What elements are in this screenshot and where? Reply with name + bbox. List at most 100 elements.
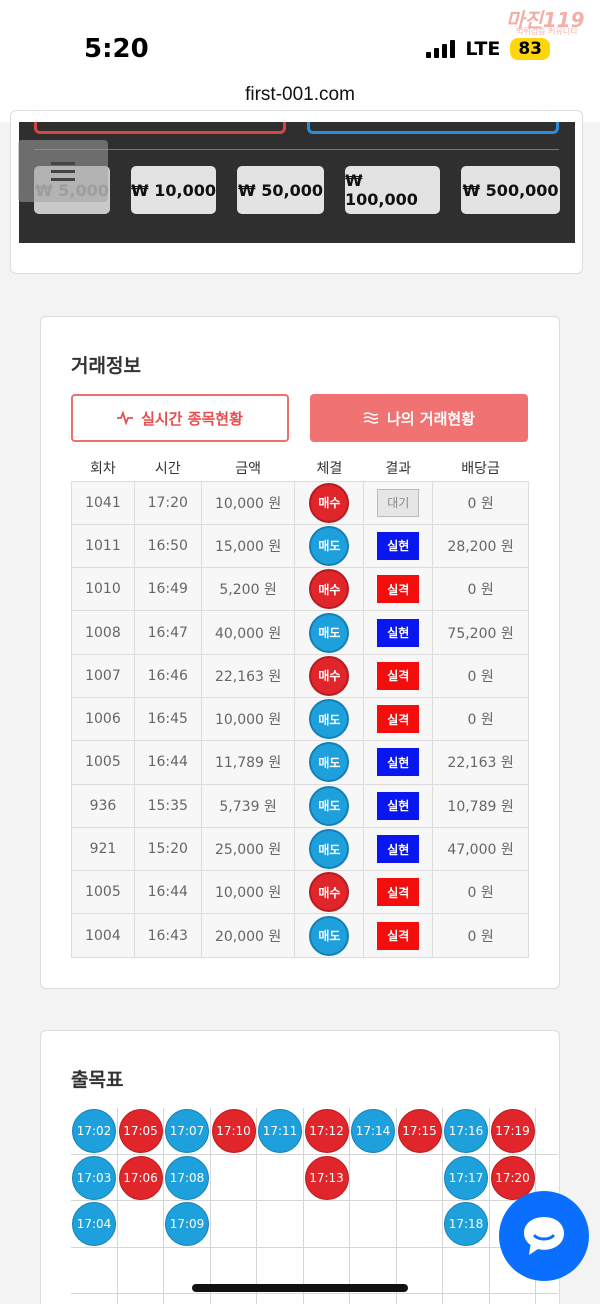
result-badge: 대기 [377, 488, 420, 517]
cell-side: 매수 [294, 870, 365, 915]
result-ball: 17:17 [444, 1155, 488, 1200]
side-badge: 매수 [309, 655, 350, 696]
buy-button[interactable] [34, 122, 286, 134]
cell-time: 17:20 [133, 480, 202, 525]
cell-side: 매도 [294, 783, 365, 828]
cell-side: 매도 [294, 740, 365, 785]
tab-my-trades[interactable]: 나의 거래현황 [310, 394, 528, 442]
cell-payout: 0 원 [432, 653, 529, 698]
cell-time: 16:49 [133, 567, 202, 612]
cell-amount: 10,000 원 [200, 696, 296, 742]
cell-amount: 5,200 원 [200, 567, 296, 612]
table-row: 1005 16:44 10,000 원 매수 실격 0 원 [71, 870, 529, 915]
side-badge: 매도 [309, 829, 350, 870]
result-ball: 17:07 [165, 1109, 209, 1153]
cell-amount: 5,739 원 [200, 783, 296, 828]
result-badge: 실격 [377, 878, 420, 907]
cell-time: 15:35 [133, 783, 202, 828]
result-ball: 17:14 [351, 1109, 395, 1153]
side-badge: 매수 [309, 872, 350, 913]
col-round: 회차 [90, 460, 116, 477]
grid-line [71, 1200, 558, 1201]
cell-payout: 0 원 [432, 696, 529, 742]
grid-line [488, 1108, 490, 1304]
cell-round: 1010 [71, 567, 135, 612]
side-badge: 매도 [309, 742, 350, 783]
amount-button-50000[interactable]: ₩ 50,000 [237, 166, 324, 214]
cell-round: 1041 [71, 480, 135, 525]
cell-payout: 22,163 원 [432, 740, 529, 785]
signal-icon [426, 40, 456, 58]
chat-button[interactable] [499, 1191, 589, 1281]
cell-result: 실현 [363, 523, 434, 569]
cell-time: 16:47 [133, 610, 202, 655]
trade-info-title: 거래정보 [71, 355, 141, 377]
cell-payout: 47,000 원 [432, 826, 529, 872]
status-time: 5:20 [84, 34, 149, 64]
cell-amount: 10,000 원 [200, 480, 296, 525]
battery-icon: 83 [510, 38, 550, 60]
result-ball: 17:04 [72, 1202, 116, 1246]
cell-amount: 25,000 원 [200, 826, 296, 872]
cell-round: 1011 [71, 523, 135, 569]
cell-payout: 28,200 원 [432, 523, 529, 569]
col-payout: 배당금 [461, 460, 500, 477]
cell-round: 1006 [71, 696, 135, 742]
result-ball: 17:10 [211, 1109, 256, 1153]
cell-amount: 15,000 원 [200, 523, 296, 569]
result-badge: 실격 [377, 921, 420, 950]
menu-icon[interactable] [18, 140, 108, 202]
grid-line [71, 1246, 558, 1248]
cell-amount: 11,789 원 [200, 740, 296, 785]
result-ball: 17:09 [165, 1202, 209, 1246]
cell-side: 매도 [294, 826, 365, 872]
result-badge: 실현 [377, 791, 420, 820]
grid-line [116, 1108, 118, 1304]
result-badge: 실현 [377, 531, 420, 560]
side-badge: 매도 [309, 915, 350, 956]
result-ball: 17:20 [490, 1155, 535, 1200]
chat-icon [524, 1217, 564, 1255]
cell-result: 실격 [363, 913, 434, 958]
cell-payout: 75,200 원 [432, 610, 529, 655]
col-amount: 금액 [235, 460, 261, 477]
grid-line [71, 1293, 558, 1294]
result-ball: 17:08 [165, 1155, 209, 1200]
tab-live-status[interactable]: 실시간 종목현황 [71, 394, 289, 442]
table-row: 1008 16:47 40,000 원 매도 실현 75,200 원 [71, 610, 529, 655]
cell-side: 매도 [294, 523, 365, 569]
result-ball: 17:11 [258, 1109, 302, 1153]
cell-side: 매도 [294, 913, 365, 958]
result-ball: 17:05 [118, 1109, 163, 1153]
table-row: 1006 16:45 10,000 원 매도 실격 0 원 [71, 696, 529, 742]
amount-button-100000[interactable]: ₩ 100,000 [345, 166, 440, 214]
table-row: 1011 16:50 15,000 원 매도 실현 28,200 원 [71, 523, 529, 569]
grid-line [71, 1153, 558, 1155]
result-badge: 실현 [377, 618, 420, 647]
cell-side: 매수 [294, 480, 365, 525]
grid-line [442, 1108, 443, 1304]
cell-payout: 0 원 [432, 870, 529, 915]
cell-round: 1004 [71, 913, 135, 958]
cell-side: 매도 [294, 610, 365, 655]
home-indicator[interactable] [192, 1284, 408, 1292]
result-ball: 17:13 [304, 1155, 349, 1200]
tab-mine-label: 나의 거래현황 [386, 409, 476, 428]
cell-result: 실격 [363, 696, 434, 742]
panel-divider [34, 149, 559, 150]
cell-payout: 0 원 [432, 567, 529, 612]
cell-amount: 10,000 원 [200, 870, 296, 915]
col-time: 시간 [154, 460, 181, 477]
cell-result: 실현 [363, 610, 434, 655]
side-badge: 매도 [309, 699, 350, 740]
grid-line [302, 1108, 304, 1304]
amount-button-500000[interactable]: ₩ 500,000 [461, 166, 560, 214]
grid-line [349, 1108, 350, 1304]
cell-result: 실현 [363, 826, 434, 872]
trade-table: 회차 시간 금액 체결 결과 배당금 1041 17:20 10,000 원 매수 대기… [71, 455, 529, 958]
cell-result: 실격 [363, 567, 434, 612]
sell-button[interactable] [307, 122, 559, 134]
amount-button-10000[interactable]: ₩ 10,000 [131, 166, 216, 214]
waves-icon [363, 412, 379, 424]
cell-result: 실현 [363, 783, 434, 828]
